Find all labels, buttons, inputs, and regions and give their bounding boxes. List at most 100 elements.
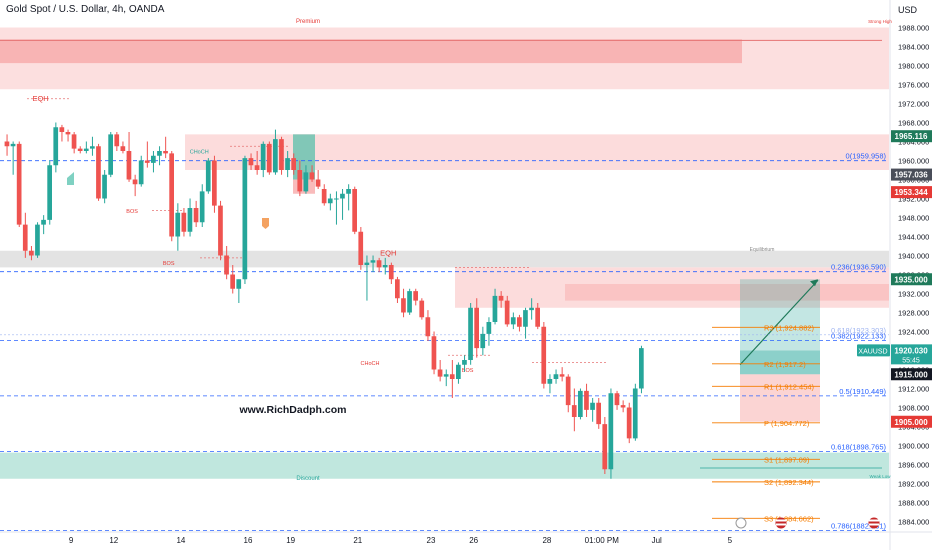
- price-tick-label: 1940.000: [898, 252, 929, 261]
- candle-body: [388, 265, 394, 280]
- candle-body: [22, 224, 28, 251]
- candle-body: [334, 198, 339, 200]
- price-tag-label: 1915.000: [894, 370, 928, 379]
- candle-body: [273, 139, 278, 173]
- candle-body: [327, 198, 333, 204]
- candle-body: [297, 170, 303, 192]
- candle-body: [370, 260, 376, 263]
- discount-zone: [0, 452, 889, 479]
- candle-body: [590, 402, 595, 410]
- time-tick-label: 9: [69, 536, 74, 545]
- candle-body: [77, 148, 83, 151]
- pivot-label: S3 (1,884.662): [764, 514, 814, 523]
- structure-label: CHoCH: [190, 149, 209, 155]
- price-tick-label: 1900.000: [898, 442, 929, 451]
- price-tag: [891, 186, 932, 199]
- candle-body: [626, 407, 632, 439]
- candle-body: [169, 153, 174, 237]
- event-icon: [735, 517, 747, 529]
- time-tick-label: 14: [176, 536, 185, 545]
- structure-label: BOS: [163, 261, 175, 267]
- chart-legend: Gold Spot / U.S. Dollar, 4h, OANDA: [6, 4, 165, 15]
- price-tag-label: 1905.000: [894, 418, 928, 427]
- countdown-label: 55:45: [902, 357, 920, 364]
- candle-body: [157, 151, 162, 156]
- candle-body: [425, 317, 431, 337]
- candle-body: [449, 374, 455, 379]
- candle-body: [175, 212, 181, 237]
- flag-stripe: [776, 523, 786, 526]
- pivot-label: P (1,904.772): [764, 419, 810, 428]
- structure-label: BOS: [126, 209, 138, 215]
- candle-body: [376, 260, 382, 268]
- price-tag-label: 1965.116: [895, 132, 928, 141]
- structure-label: EQH: [380, 249, 396, 258]
- candle-body: [83, 148, 89, 151]
- candle-body: [413, 291, 418, 301]
- fib-label-faint: 0.618(1923.303): [831, 326, 887, 335]
- structure-label: BOS: [462, 368, 474, 374]
- candle-body: [480, 333, 486, 349]
- fib-label: 0.5(1910.449): [839, 387, 886, 396]
- flag-stripe: [776, 519, 786, 522]
- candle-body: [315, 179, 321, 187]
- candle-body: [16, 143, 22, 225]
- candle-body: [523, 310, 528, 327]
- time-tick-label: 23: [427, 536, 436, 545]
- candle-body: [474, 307, 479, 349]
- price-tick-label: 1960.000: [898, 157, 929, 166]
- candle-body: [443, 374, 449, 377]
- position-current-zone: [740, 350, 820, 375]
- fib-label: 0.786(1882.131): [831, 521, 887, 530]
- candle-body: [510, 317, 516, 325]
- price-tick-label: 1984.000: [898, 43, 929, 52]
- candle-body: [59, 127, 65, 132]
- supply-zone: [185, 134, 889, 170]
- equilibrium-zone: [0, 250, 889, 268]
- supply-zone-2-inner: [565, 284, 889, 301]
- candle-body: [346, 189, 351, 194]
- candle-body: [199, 191, 205, 223]
- candle-body: [352, 189, 357, 232]
- candle-body: [608, 393, 614, 470]
- candle-body: [254, 165, 260, 170]
- price-tag-label: 1935.000: [894, 275, 928, 284]
- price-tick-label: 1968.000: [898, 119, 929, 128]
- candle-body: [90, 146, 95, 149]
- candle-body: [35, 224, 40, 256]
- candle-body: [120, 146, 126, 151]
- order-block-green: [293, 134, 315, 180]
- candle-body: [181, 212, 187, 232]
- price-tag: [891, 415, 932, 428]
- candle-body: [132, 179, 138, 185]
- candle-body: [114, 134, 120, 147]
- candle-body: [303, 172, 309, 192]
- candle-body: [187, 208, 193, 232]
- pivot-label: R2 (1,917.2): [764, 360, 806, 369]
- price-tick-label: 1976.000: [898, 81, 929, 90]
- candle-body: [53, 127, 59, 166]
- position-arrow-line: [739, 279, 819, 366]
- currency-label[interactable]: USD: [898, 5, 918, 15]
- candle-body: [437, 369, 443, 377]
- price-tick-label: 1908.000: [898, 404, 929, 413]
- candle-body: [364, 262, 370, 265]
- candle-body: [205, 160, 211, 192]
- candle-body: [291, 158, 296, 170]
- price-tick-label: 1932.000: [898, 290, 929, 299]
- candle-body: [559, 374, 565, 377]
- candle-body: [193, 208, 199, 223]
- symbol-tag: [857, 344, 890, 357]
- candle-body: [584, 390, 589, 410]
- price-tag-label: 1957.036: [894, 171, 928, 180]
- candle-body: [431, 336, 437, 370]
- candle-body: [401, 298, 406, 313]
- time-tick-label: Jul: [652, 536, 662, 545]
- candle-body: [151, 155, 156, 163]
- candle-body: [541, 326, 547, 384]
- pivot-label: S1 (1,897.09): [764, 455, 810, 464]
- position-target-zone: [740, 279, 820, 375]
- price-tag: [891, 130, 932, 143]
- pivot-label: S2 (1,892.344): [764, 478, 814, 487]
